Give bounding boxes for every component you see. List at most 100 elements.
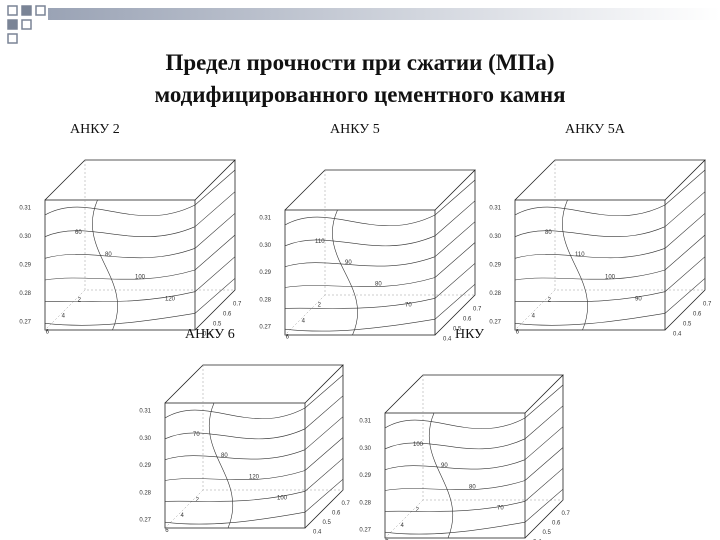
contour-line <box>284 200 476 247</box>
contour-label: 100 <box>135 274 146 280</box>
contour-line <box>332 209 358 336</box>
z-tick-label: 0.30 <box>359 446 371 452</box>
contour-label: 110 <box>315 239 325 245</box>
z-tick-label: 0.31 <box>489 206 501 212</box>
y-tick-label: 0.4 <box>313 530 322 536</box>
z-tick-label: 0.29 <box>359 473 371 479</box>
contour-line <box>44 278 236 326</box>
y-tick-label: 0.6 <box>223 312 232 318</box>
contour-line <box>384 426 564 470</box>
z-tick-label: 0.31 <box>359 419 371 425</box>
z-tick-label: 0.27 <box>489 320 501 326</box>
z-tick-label: 0.28 <box>19 291 31 297</box>
contour-label: 60 <box>75 230 82 236</box>
contour-label: 90 <box>441 463 448 469</box>
contour-line <box>164 395 344 440</box>
contour-line <box>44 169 236 217</box>
y-tick-label: 0.4 <box>673 332 682 338</box>
cube-side <box>434 170 476 336</box>
contour-line <box>384 468 564 512</box>
cube-top <box>284 169 476 211</box>
contour-label: 70 <box>405 303 412 309</box>
z-tick-label: 0.31 <box>259 216 271 222</box>
cube-front <box>44 199 196 331</box>
contour-label: 110 <box>575 252 585 258</box>
figure-label: АНКУ 5 <box>330 122 380 137</box>
contour-line <box>514 213 706 259</box>
y-tick-label: 0.6 <box>552 521 561 527</box>
cube-side <box>664 160 706 331</box>
y-tick-label: 0.5 <box>543 530 552 536</box>
cube-hidden <box>164 365 343 529</box>
cube-hidden <box>44 160 235 331</box>
contour-line <box>514 169 706 217</box>
y-tick-label: 0.4 <box>203 332 212 338</box>
contour-line <box>208 402 234 529</box>
cube-top <box>164 364 344 404</box>
y-tick-label: 0.6 <box>693 312 702 318</box>
y-tick-label: 0.4 <box>443 337 452 343</box>
cube-side <box>304 365 344 529</box>
cube-side <box>194 160 236 331</box>
y-tick-label: 0.5 <box>323 520 332 526</box>
contour-label: 70 <box>193 432 200 438</box>
contour-label: 120 <box>249 474 260 480</box>
y-tick-label: 0.6 <box>463 317 472 323</box>
contour-line <box>164 416 344 460</box>
z-tick-label: 0.27 <box>259 325 271 331</box>
x-tick-label: 2 <box>318 303 322 309</box>
contour-line <box>514 256 706 303</box>
contour-line <box>514 278 706 326</box>
contour-line <box>164 437 344 481</box>
x-tick-label: 4 <box>180 513 184 519</box>
z-tick-label: 0.28 <box>259 297 271 303</box>
contour-line <box>384 405 564 450</box>
contour-line <box>384 384 564 430</box>
contour-line <box>164 458 344 502</box>
cube-side <box>524 375 564 539</box>
contour-line <box>92 199 118 331</box>
z-tick-label: 0.30 <box>139 436 151 442</box>
z-tick-label: 0.29 <box>259 270 271 276</box>
y-tick-label: 0.5 <box>453 327 462 333</box>
z-tick-label: 0.27 <box>359 528 371 534</box>
figure-label: АНКУ 2 <box>70 122 120 137</box>
z-tick-label: 0.28 <box>489 291 501 297</box>
contour-line <box>384 447 564 491</box>
z-tick-label: 0.29 <box>19 263 31 269</box>
contour-line <box>284 242 476 288</box>
z-tick-label: 0.30 <box>489 234 501 240</box>
x-tick-label: 6 <box>286 335 290 341</box>
z-tick-label: 0.29 <box>139 463 151 469</box>
contour-line <box>44 256 236 303</box>
y-tick-label: 0.7 <box>233 302 242 308</box>
z-tick-label: 0.27 <box>19 320 31 326</box>
cube-hidden <box>284 170 475 336</box>
cube-hidden <box>514 160 705 331</box>
z-tick-label: 0.30 <box>259 243 271 249</box>
contour-line <box>284 283 476 332</box>
cube-front <box>514 199 666 331</box>
y-tick-label: 0.7 <box>342 501 351 507</box>
contour-label: 90 <box>635 296 642 302</box>
contour-label: 90 <box>345 260 352 266</box>
y-tick-label: 0.7 <box>562 511 571 517</box>
contour-line <box>384 488 564 535</box>
cube-top <box>514 159 706 201</box>
x-tick-label: 2 <box>548 298 552 304</box>
x-tick-label: 4 <box>302 319 306 325</box>
z-tick-label: 0.28 <box>359 500 371 506</box>
contour-line <box>44 213 236 259</box>
contour-label: 80 <box>221 453 228 459</box>
contour-line <box>562 199 588 331</box>
y-tick-label: 0.5 <box>213 322 222 328</box>
contour-label: 80 <box>375 281 382 287</box>
x-tick-label: 4 <box>532 314 536 320</box>
figure-label: НКУ <box>455 327 485 342</box>
corner-squares <box>7 5 46 44</box>
cube-front <box>284 209 436 336</box>
x-tick-label: 4 <box>400 523 404 529</box>
title-line: Предел прочности при сжатии (МПа) <box>165 50 555 75</box>
cube-top <box>384 374 564 414</box>
cube-front <box>384 412 526 539</box>
